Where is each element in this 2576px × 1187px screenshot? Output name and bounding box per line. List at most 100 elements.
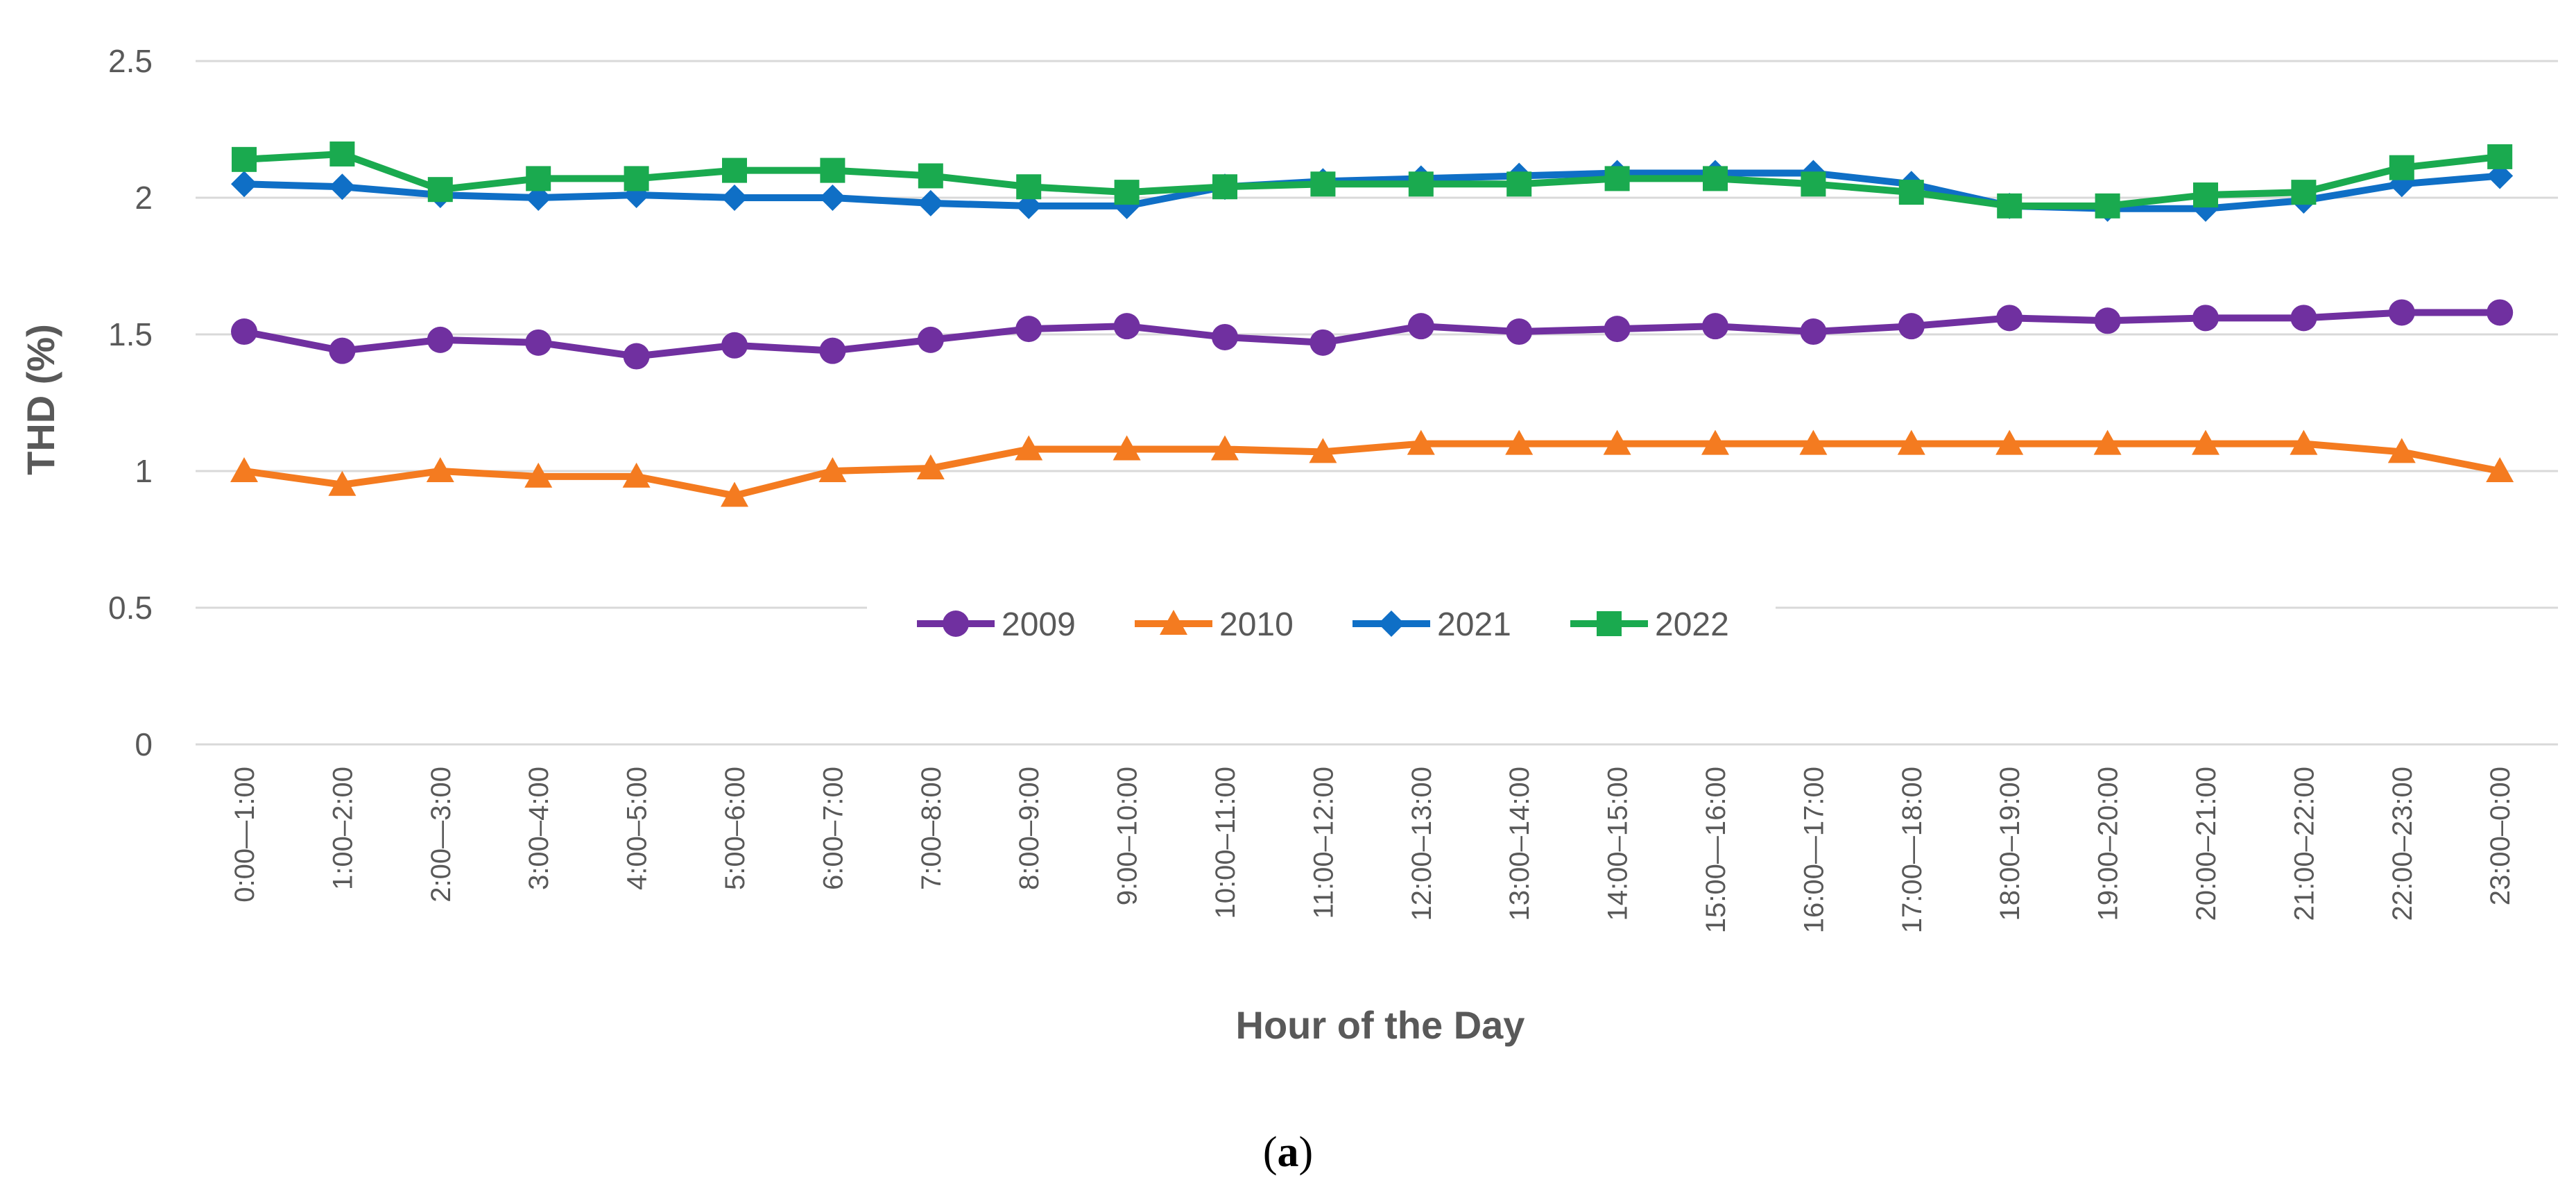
data-point-2009 — [427, 326, 454, 353]
x-tick-label: 13:00–14:00 — [1504, 767, 1535, 921]
series-2009 — [231, 299, 2514, 370]
data-point-2022 — [722, 157, 747, 183]
x-tick-label: 22:00–23:00 — [2387, 767, 2418, 921]
data-point-2010 — [818, 457, 847, 482]
legend-label: 2022 — [1655, 606, 1729, 643]
data-point-2010 — [2093, 429, 2122, 455]
x-tick-label: 2:00—3:00 — [426, 767, 456, 903]
x-tick-label: 19:00–20:00 — [2093, 767, 2124, 921]
data-point-2010 — [1113, 435, 1141, 461]
legend-item-2009: 2009 — [917, 606, 1076, 643]
data-point-2009 — [2094, 307, 2121, 334]
data-point-2010 — [1603, 429, 1631, 455]
y-axis-title: THD (%) — [19, 324, 62, 475]
data-point-2021 — [819, 185, 846, 211]
data-point-2022 — [1801, 171, 1826, 197]
data-point-2022 — [1898, 180, 1924, 205]
legend-label: 2010 — [1219, 606, 1294, 643]
caption-close-paren: ) — [1299, 1129, 1314, 1176]
data-point-2010 — [721, 481, 748, 507]
x-tick-label: 12:00–13:00 — [1407, 767, 1437, 921]
x-tick-label: 23:00–0:00 — [2485, 767, 2516, 905]
x-tick-label: 0:00—1:00 — [230, 767, 260, 903]
data-point-2021 — [1015, 192, 1042, 219]
data-point-2009 — [1898, 313, 1925, 340]
x-tick-label: 20:00–21:00 — [2191, 767, 2222, 921]
data-point-2009 — [1212, 323, 1238, 350]
legend-marker-square — [1597, 611, 1622, 636]
data-point-2010 — [1407, 429, 1435, 455]
x-tick-label: 9:00–10:00 — [1113, 767, 1143, 905]
series-line-2021 — [241, 169, 2504, 212]
data-point-2010 — [2290, 429, 2318, 455]
data-point-2022 — [427, 177, 453, 203]
legend-label: 2009 — [1002, 606, 1076, 643]
x-axis-ticks: 0:00—1:00 1:00–2:00 2:00—3:00 3:00–4:00 4:00… — [230, 767, 2516, 933]
legend-marker-triangle — [1160, 610, 1187, 635]
x-tick-label: 5:00–6:00 — [720, 767, 750, 890]
data-point-2010 — [1799, 429, 1828, 455]
data-point-2022 — [624, 166, 649, 191]
legend-item-2010: 2010 — [1135, 606, 1294, 643]
data-point-2022 — [2291, 180, 2317, 205]
data-point-2010 — [1897, 429, 1925, 455]
y-tick-label: 1.5 — [108, 316, 153, 352]
x-tick-label: 17:00—18:00 — [1897, 767, 1927, 933]
data-point-2022 — [1506, 171, 1532, 197]
data-point-2021 — [721, 185, 748, 211]
series-line-2010 — [241, 440, 2504, 499]
caption-open-paren: ( — [1263, 1129, 1278, 1176]
y-tick-label: 0.5 — [108, 590, 153, 626]
series-group — [230, 141, 2514, 507]
data-point-2009 — [1506, 318, 1533, 345]
data-point-2010 — [1309, 438, 1337, 463]
data-point-2009 — [917, 326, 944, 353]
data-point-2009 — [1996, 305, 2023, 332]
data-point-2022 — [1703, 166, 1728, 191]
data-point-2022 — [1310, 171, 1336, 197]
data-point-2009 — [721, 332, 748, 359]
data-point-2010 — [1995, 429, 2024, 455]
y-tick-label: 1 — [135, 453, 153, 489]
data-point-2009 — [525, 329, 552, 356]
x-tick-label: 7:00–8:00 — [916, 767, 947, 890]
data-point-2022 — [1212, 174, 1237, 200]
data-point-2021 — [329, 173, 356, 200]
data-point-2009 — [329, 337, 356, 364]
x-tick-label: 3:00–4:00 — [524, 767, 554, 890]
data-point-2010 — [328, 470, 357, 496]
series-line-2022 — [241, 150, 2504, 210]
figure-caption: (a) — [1263, 1129, 1313, 1176]
y-tick-label: 2.5 — [108, 43, 153, 79]
x-tick-label: 8:00–9:00 — [1014, 767, 1045, 890]
data-point-2010 — [1015, 435, 1043, 461]
data-point-2022 — [1408, 171, 1434, 197]
y-tick-label: 2 — [135, 180, 153, 216]
data-point-2022 — [526, 166, 551, 191]
data-point-2010 — [426, 457, 454, 482]
x-tick-label: 15:00—16:00 — [1701, 767, 1731, 933]
data-point-2009 — [1113, 313, 1140, 340]
data-point-2009 — [2192, 305, 2219, 332]
x-tick-label: 18:00–19:00 — [1995, 767, 2025, 921]
data-point-2009 — [2388, 299, 2415, 326]
data-point-2010 — [1211, 435, 1239, 461]
data-point-2009 — [1310, 329, 1337, 356]
caption-letter: a — [1278, 1129, 1299, 1176]
data-point-2022 — [1604, 166, 1630, 191]
data-point-2022 — [1016, 174, 1042, 200]
data-point-2022 — [232, 146, 257, 172]
y-axis-ticks: 0 0.5 1 1.5 2 2.5 — [108, 43, 153, 762]
y-tick-label: 0 — [135, 726, 153, 762]
data-point-2021 — [525, 185, 552, 211]
data-point-2022 — [918, 163, 943, 189]
data-point-2009 — [1604, 316, 1631, 343]
data-point-2010 — [524, 462, 553, 488]
legend-item-2021: 2021 — [1353, 606, 1511, 643]
x-tick-label: 14:00–15:00 — [1603, 767, 1633, 921]
data-point-2010 — [2486, 457, 2514, 482]
series-2022 — [232, 141, 2513, 219]
x-tick-label: 21:00–22:00 — [2289, 767, 2319, 921]
data-point-2022 — [2193, 182, 2218, 208]
x-tick-label: 16:00—17:00 — [1798, 767, 1829, 933]
